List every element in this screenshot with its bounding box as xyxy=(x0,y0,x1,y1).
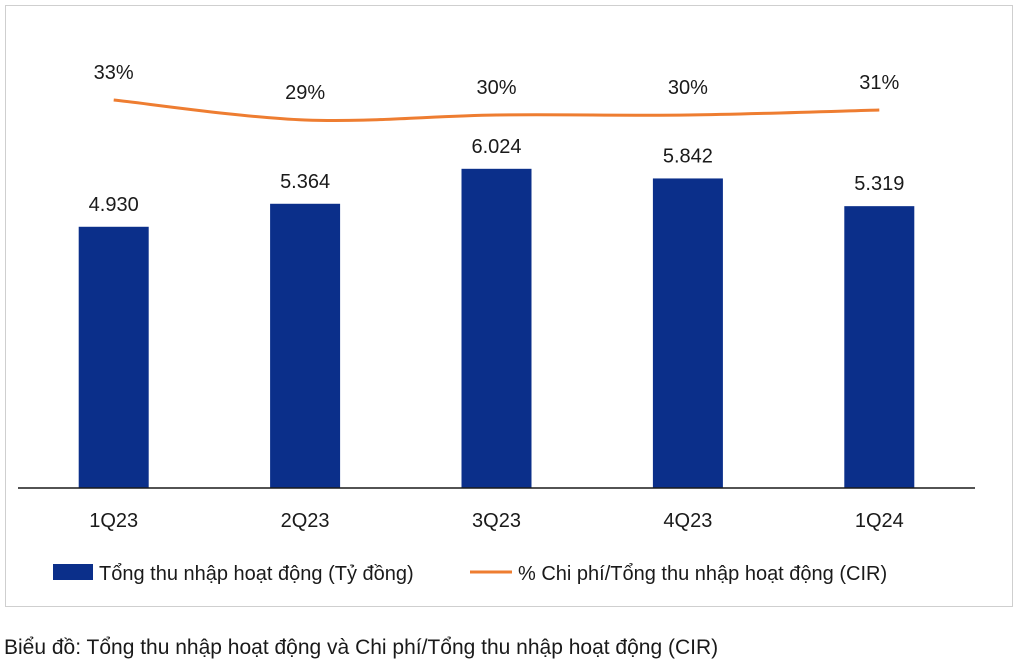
bar-4Q23 xyxy=(652,178,723,488)
x-tick-label: 3Q23 xyxy=(472,510,521,532)
x-tick-label: 4Q23 xyxy=(663,510,712,532)
bar-series xyxy=(78,168,915,489)
x-tick-label: 1Q24 xyxy=(855,510,904,532)
bar-value-label: 5.364 xyxy=(280,171,330,193)
x-tick-label: 2Q23 xyxy=(281,510,330,532)
bar-value-label: 5.842 xyxy=(663,145,713,167)
cir-value-label: 30% xyxy=(476,77,516,99)
legend-line-label: % Chi phí/Tổng thu nhập hoạt động (CIR) xyxy=(518,563,887,585)
chart-frame xyxy=(5,5,1013,607)
chart-caption: Biểu đồ: Tổng thu nhập hoạt động và Chi … xyxy=(4,636,719,659)
cir-value-label: 29% xyxy=(285,82,325,104)
cir-value-label: 30% xyxy=(668,77,708,99)
bar-1Q24 xyxy=(844,206,915,488)
cir-value-labels: 33% 29% 30% 30% 31% xyxy=(94,62,900,104)
bar-1Q23 xyxy=(78,226,149,488)
bar-3Q23 xyxy=(461,168,532,489)
cir-value-label: 33% xyxy=(94,62,134,84)
x-tick-labels: 1Q23 2Q23 3Q23 4Q23 1Q24 xyxy=(89,510,904,532)
bar-value-label: 4.930 xyxy=(89,194,139,216)
combo-chart: 4.930 5.364 6.024 5.842 5.319 1Q23 2Q23 3Q23 4Q… xyxy=(18,62,975,585)
bar-value-labels: 4.930 5.364 6.024 5.842 5.319 xyxy=(89,136,905,216)
bar-value-label: 6.024 xyxy=(471,136,521,158)
cir-value-label: 31% xyxy=(859,72,899,94)
x-tick-label: 1Q23 xyxy=(89,510,138,532)
legend: Tổng thu nhập hoạt động (Tỷ đồng) % Chi … xyxy=(53,563,887,585)
legend-bar-label: Tổng thu nhập hoạt động (Tỷ đồng) xyxy=(99,563,414,585)
bar-2Q23 xyxy=(270,203,341,489)
bar-value-label: 5.319 xyxy=(854,173,904,195)
cir-line xyxy=(113,98,880,123)
legend-bar-swatch xyxy=(53,564,93,580)
